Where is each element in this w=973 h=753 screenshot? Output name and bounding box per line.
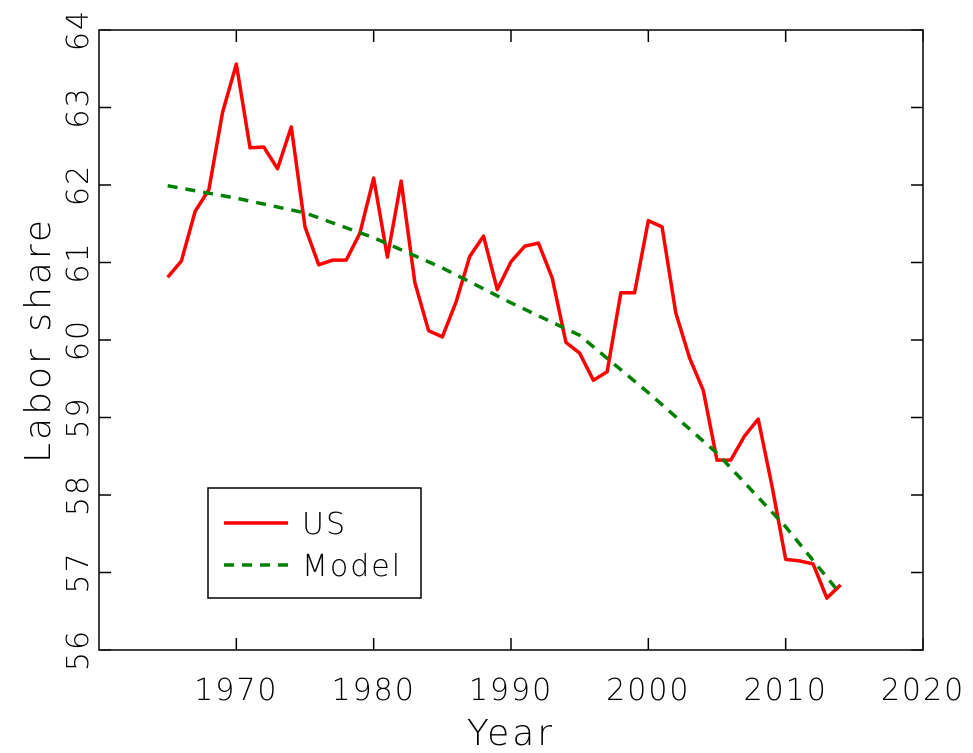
x-tick-label: 1990 [469, 673, 553, 708]
y-tick-label: 57 [61, 551, 96, 593]
y-tick-label: 63 [61, 86, 96, 128]
y-tick-label: 59 [61, 396, 96, 438]
x-tick-label: 2020 [881, 673, 965, 708]
y-tick-label: 58 [61, 474, 96, 516]
y-tick-label: 60 [61, 319, 96, 361]
y-tick-label: 61 [61, 241, 96, 283]
series-line [167, 184, 842, 596]
y-tick-label: 64 [61, 9, 96, 51]
x-tick-label: 2010 [743, 673, 827, 708]
legend-box [207, 487, 422, 599]
series-line [166, 62, 842, 600]
legend-label: Model [302, 549, 402, 584]
legend-label: US [302, 507, 347, 542]
x-tick-label: 2000 [606, 673, 690, 708]
y-tick-label: 62 [61, 164, 96, 206]
y-tick-label: 56 [61, 629, 96, 671]
x-tick-label: 1980 [331, 673, 415, 708]
y-axis-label: Labor share [18, 217, 59, 463]
x-tick-label: 1970 [194, 673, 278, 708]
x-axis-label: Year [467, 713, 555, 749]
